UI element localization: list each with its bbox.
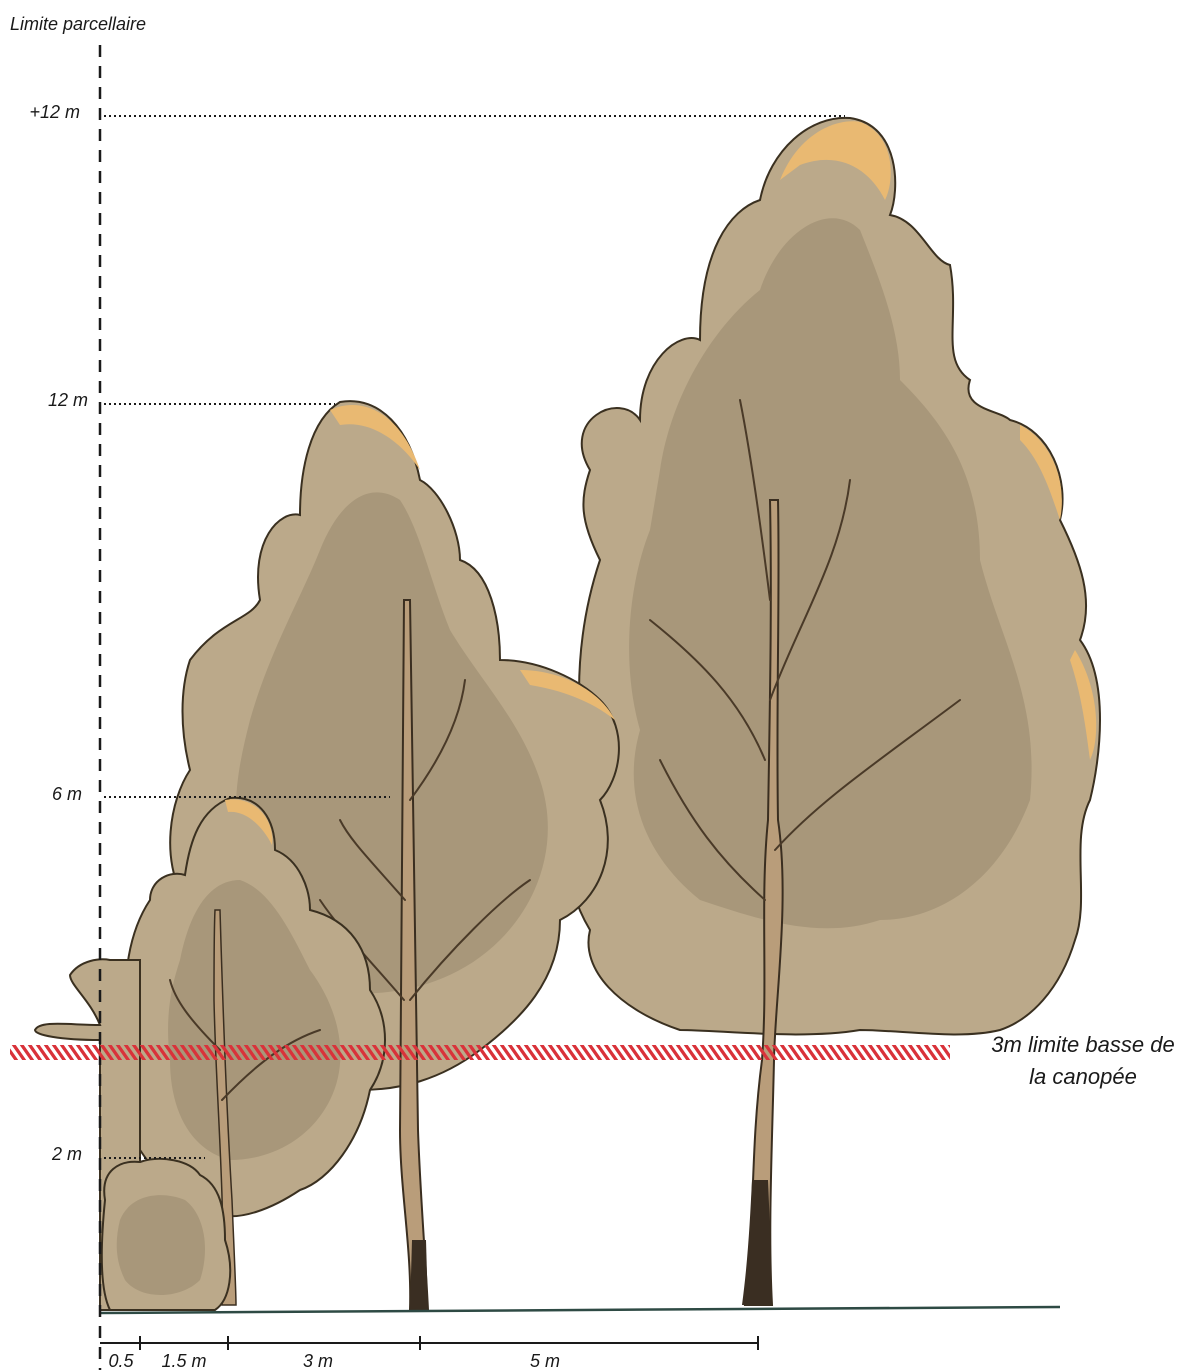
height-label: +12 m xyxy=(29,102,80,122)
height-markers xyxy=(104,115,845,1159)
tree-small xyxy=(122,796,386,1306)
distance-label: 0.5 xyxy=(108,1351,134,1370)
height-label: 12 m xyxy=(48,390,88,410)
canopy-limit-band xyxy=(10,1045,950,1060)
distance-label: 3 m xyxy=(303,1351,333,1370)
boundary-label: Limite parcellaire xyxy=(10,14,146,34)
ground-line xyxy=(99,1305,1061,1315)
height-label: 6 m xyxy=(52,784,82,804)
distance-label: 5 m xyxy=(530,1351,560,1370)
tree-large xyxy=(566,116,1101,1306)
dimension-line xyxy=(100,1336,759,1350)
height-label: 2 m xyxy=(51,1144,82,1164)
canopy-label: 3m limite basse de xyxy=(991,1032,1174,1057)
distance-label: 1.5 m xyxy=(161,1351,206,1370)
canopy-label: la canopée xyxy=(1029,1064,1137,1089)
